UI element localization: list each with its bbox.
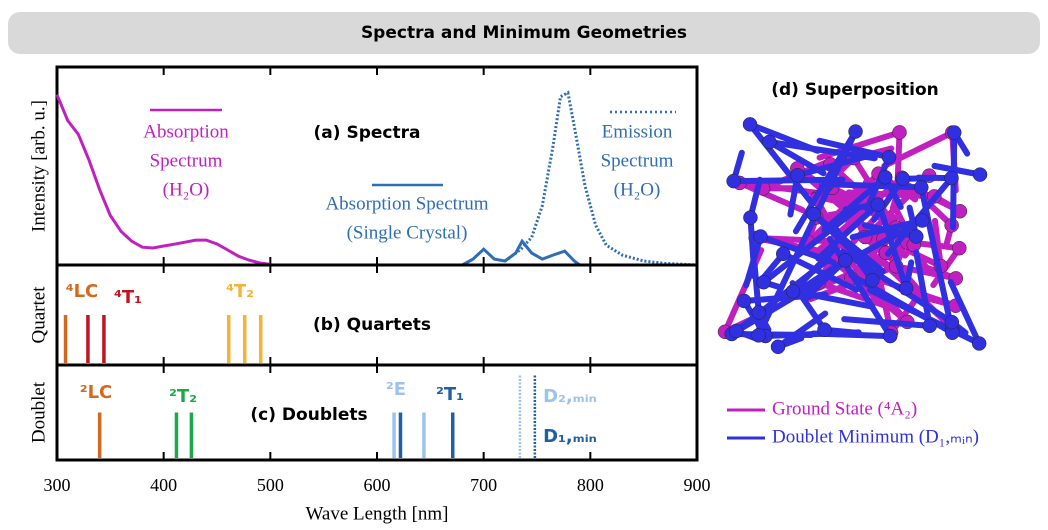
legend-label: (H₂O) bbox=[163, 179, 210, 200]
molecule-atom bbox=[791, 168, 805, 182]
state-label: D₁,ₘᵢₙ bbox=[543, 426, 597, 447]
molecule-atom bbox=[871, 198, 885, 212]
molecule-atom bbox=[973, 168, 987, 182]
molecule-atom bbox=[752, 328, 766, 342]
y-axis-label: Quartet bbox=[28, 286, 49, 344]
header-title: Spectra and Minimum Geometries bbox=[361, 23, 687, 43]
state-label: ²E bbox=[386, 379, 406, 400]
molecule-atom bbox=[771, 340, 785, 354]
panel-title: (c) Doublets bbox=[250, 405, 367, 425]
molecule-atom bbox=[865, 273, 879, 287]
molecule-atom bbox=[849, 125, 863, 139]
state-label: ²T₂ bbox=[169, 386, 197, 407]
x-tick-label: 900 bbox=[684, 475, 711, 495]
molecule-atom bbox=[754, 230, 768, 244]
legend-label: Doublet Minimum (D₁,ₘᵢₙ) bbox=[772, 426, 979, 447]
molecule-atom bbox=[786, 284, 800, 298]
molecule bbox=[718, 117, 987, 353]
panel-title: (d) Superposition bbox=[771, 80, 939, 100]
state-label: ⁴T₂ bbox=[226, 281, 254, 302]
legend-label: Ground State (⁴A₂) bbox=[772, 398, 917, 419]
molecule-atom bbox=[915, 214, 929, 228]
molecule-atom bbox=[914, 180, 928, 194]
state-label: ⁴LC bbox=[66, 281, 99, 302]
x-tick-label: 800 bbox=[577, 475, 604, 495]
molecule-atom bbox=[945, 315, 959, 329]
molecule-atom bbox=[883, 329, 897, 343]
x-tick-label: 700 bbox=[470, 475, 497, 495]
state-label: ⁴T₁ bbox=[114, 287, 142, 308]
panel-title: (b) Quartets bbox=[313, 315, 431, 335]
legend-label: Spectrum bbox=[150, 150, 223, 171]
x-tick-label: 300 bbox=[44, 475, 71, 495]
molecule-atom bbox=[752, 305, 766, 319]
molecule-atom bbox=[909, 230, 923, 244]
molecule-atom bbox=[737, 294, 751, 308]
molecule-atom bbox=[743, 117, 757, 131]
legend-label: Absorption bbox=[143, 121, 229, 142]
state-label: D₂,ₘᵢₙ bbox=[543, 386, 597, 407]
molecule-atom bbox=[729, 324, 743, 338]
molecule-atom bbox=[923, 319, 937, 333]
molecule-atom bbox=[743, 211, 757, 225]
legend-label: (H₂O) bbox=[614, 179, 661, 200]
molecule-atom bbox=[727, 174, 741, 188]
molecule-atom bbox=[762, 135, 776, 149]
molecule-atom bbox=[838, 253, 852, 267]
legend-label: Spectrum bbox=[601, 150, 674, 171]
legend-label: Absorption Spectrum bbox=[325, 193, 488, 214]
molecule-atom bbox=[776, 247, 790, 261]
y-axis-label: Intensity [arb. u.] bbox=[28, 100, 49, 232]
legend-label: Emission bbox=[602, 121, 673, 142]
molecule-atom bbox=[807, 207, 821, 221]
molecule-atom bbox=[945, 171, 959, 185]
molecule-atom bbox=[878, 170, 892, 184]
y-axis-label: Doublet bbox=[28, 381, 49, 443]
x-tick-label: 600 bbox=[364, 475, 391, 495]
spectrum-line bbox=[505, 93, 697, 265]
x-axis-label: Wave Length [nm] bbox=[305, 503, 448, 524]
molecule-atom bbox=[947, 126, 961, 140]
molecule-atom bbox=[952, 241, 966, 255]
molecule-atom bbox=[893, 125, 907, 139]
molecule-atom bbox=[882, 150, 896, 164]
molecule-atom bbox=[817, 323, 831, 337]
legend-label: (Single Crystal) bbox=[347, 222, 468, 243]
molecule-bond bbox=[844, 319, 929, 326]
figure: Spectra and Minimum Geometries (d) Super… bbox=[0, 0, 1048, 530]
x-tick-label: 400 bbox=[150, 475, 177, 495]
panel-frame bbox=[57, 365, 697, 460]
state-label: ²T₁ bbox=[436, 384, 464, 405]
molecule-atom bbox=[972, 336, 986, 350]
molecule-atom bbox=[757, 275, 771, 289]
molecule-atom bbox=[899, 281, 913, 295]
state-label: ²LC bbox=[80, 382, 113, 403]
molecule-atom bbox=[896, 172, 910, 186]
spectrum-line bbox=[462, 241, 579, 265]
x-tick-label: 500 bbox=[257, 475, 284, 495]
panel-title: (a) Spectra bbox=[314, 123, 421, 143]
